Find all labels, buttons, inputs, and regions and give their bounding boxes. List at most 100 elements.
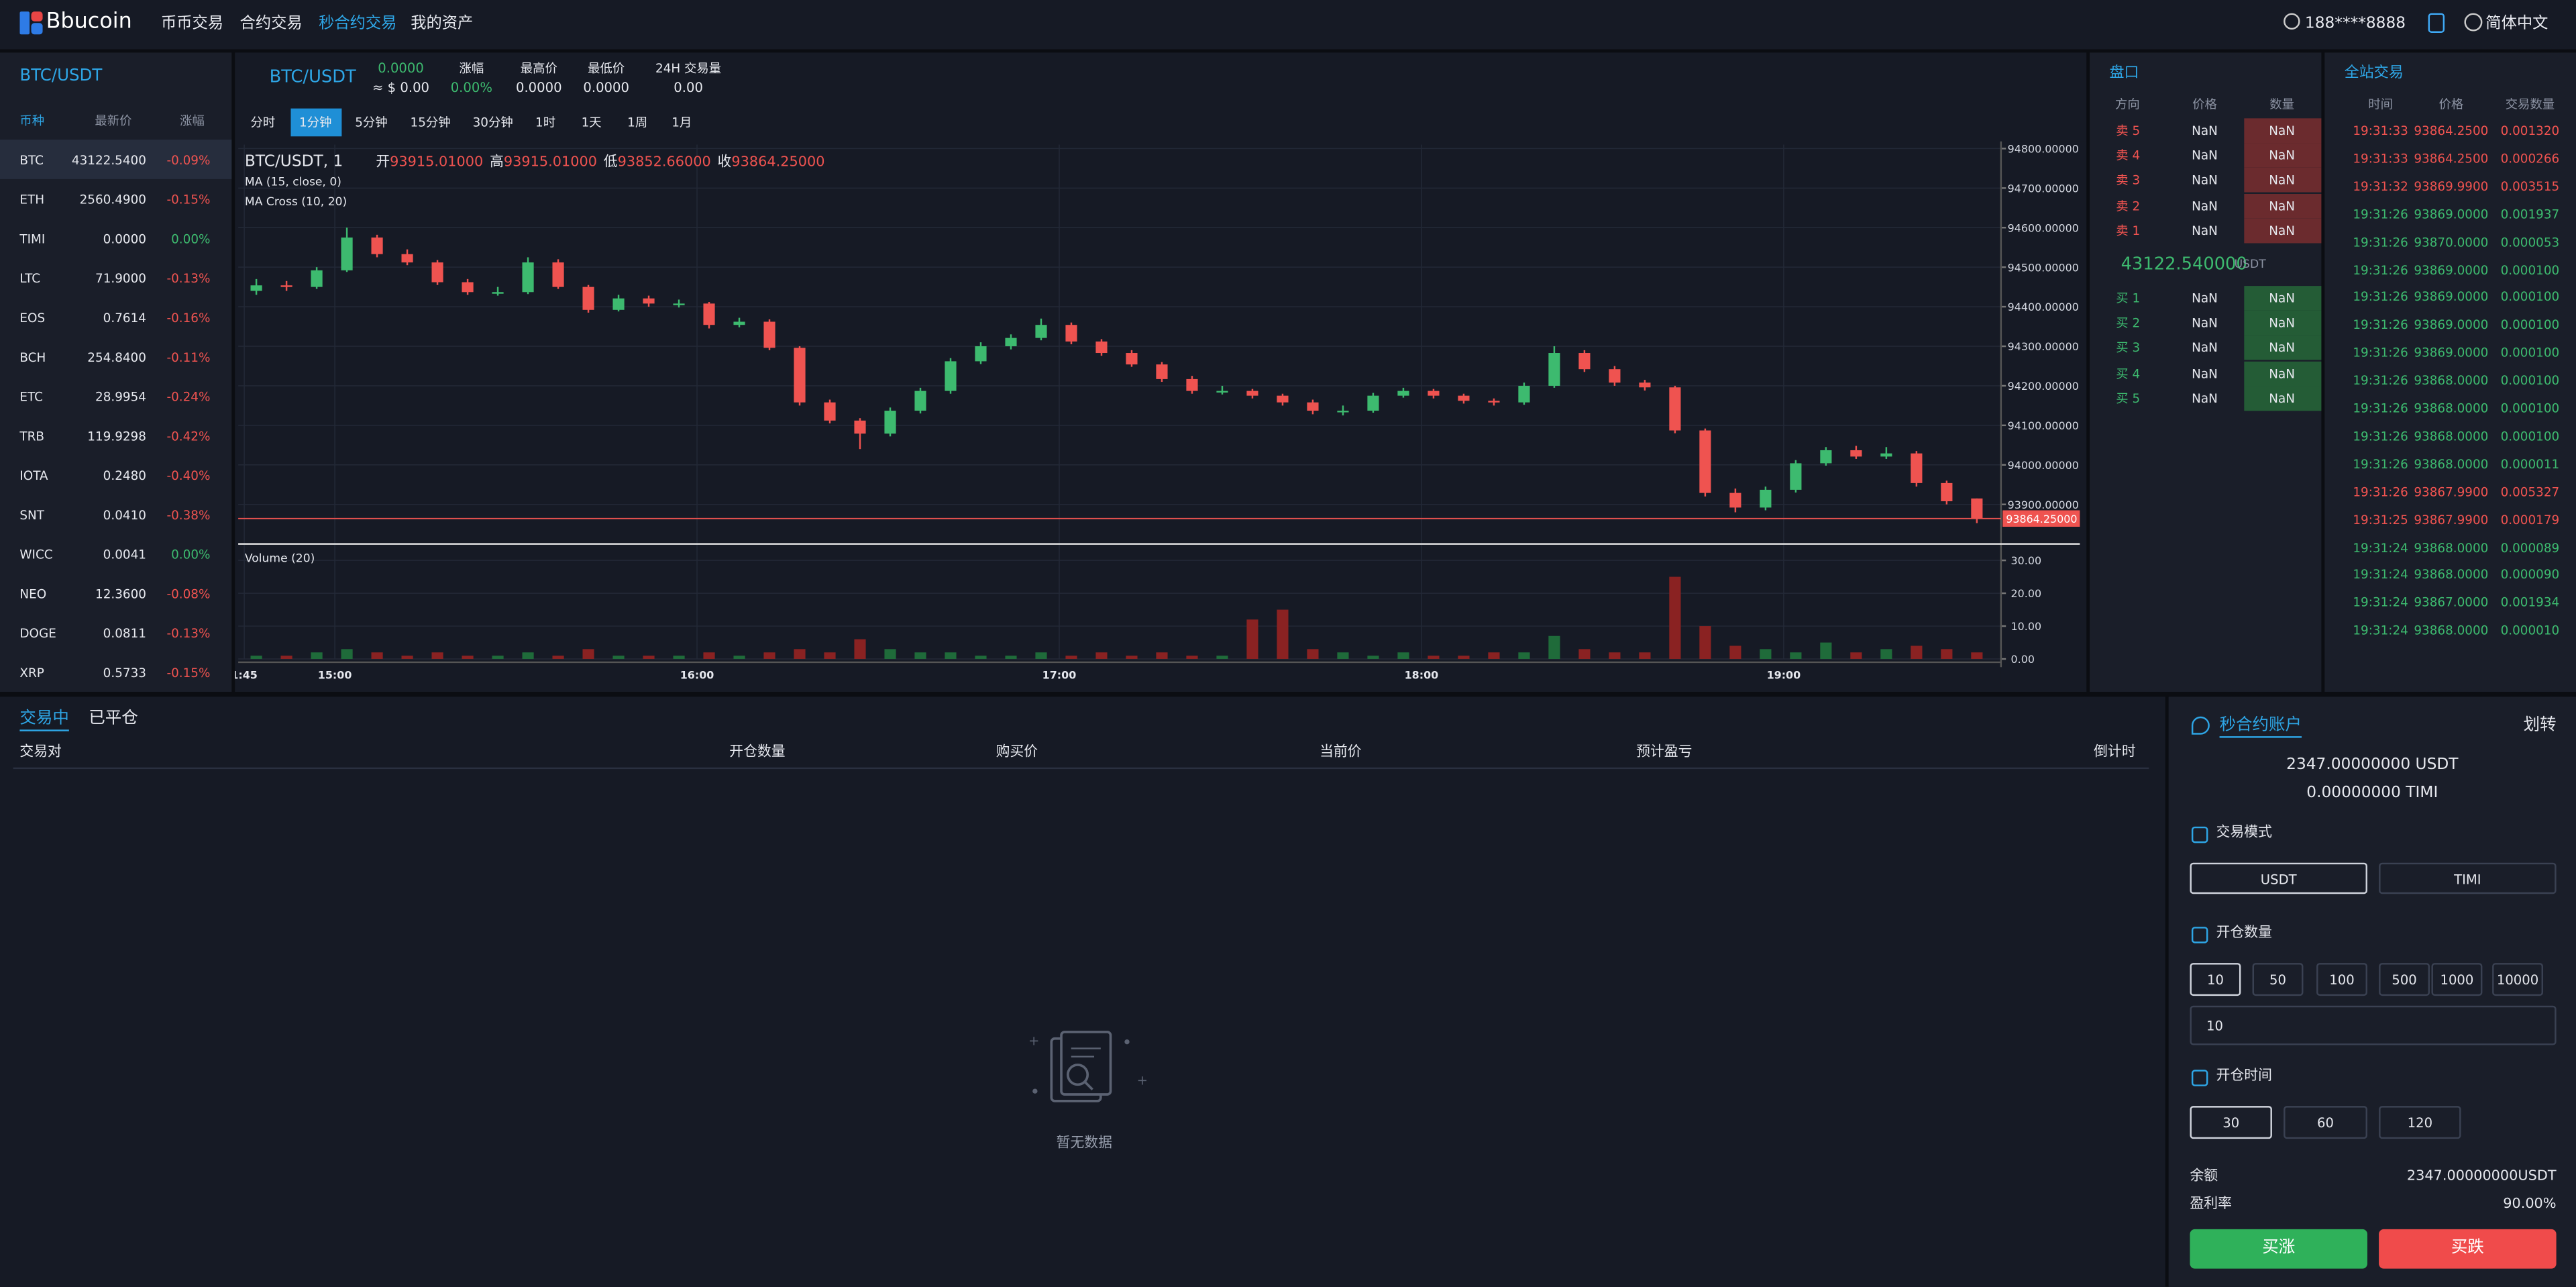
volume-bar bbox=[945, 652, 957, 660]
candle-body bbox=[1126, 353, 1138, 365]
orderbook-price: NaN bbox=[2192, 315, 2218, 331]
position-column: 当前价 bbox=[1320, 744, 1362, 761]
nav-item[interactable]: 币币交易 bbox=[161, 15, 224, 33]
market-coin[interactable]: ETC bbox=[19, 389, 43, 405]
interval-button[interactable]: 1天 bbox=[581, 115, 602, 130]
interval-button[interactable]: 1月 bbox=[672, 115, 692, 130]
depth-bar bbox=[2244, 218, 2322, 243]
account-icon bbox=[2191, 716, 2210, 735]
market-coin[interactable]: IOTA bbox=[19, 468, 48, 484]
option-button[interactable]: 10 bbox=[2190, 963, 2241, 996]
interval-button[interactable]: 5分钟 bbox=[355, 115, 388, 130]
candle-body bbox=[1005, 338, 1017, 347]
position-tab[interactable]: 已平仓 bbox=[89, 709, 138, 728]
user[interactable]: 188****8888 bbox=[2304, 15, 2406, 33]
nav-item[interactable]: 我的资产 bbox=[411, 15, 474, 33]
language[interactable]: 简体中文 bbox=[2485, 15, 2548, 33]
option-button[interactable]: USDT bbox=[2190, 862, 2367, 894]
trade-amount: 0.000089 bbox=[2500, 539, 2560, 555]
x-tick-label: 18:00 bbox=[1405, 668, 1439, 681]
market-coin[interactable]: SNT bbox=[19, 507, 45, 523]
market-coin[interactable]: DOGE bbox=[19, 626, 56, 641]
trade-price: 93869.0000 bbox=[2414, 317, 2489, 333]
option-button[interactable]: 120 bbox=[2379, 1106, 2461, 1139]
market-coin[interactable]: BCH bbox=[19, 350, 46, 365]
candle-body bbox=[884, 411, 896, 434]
interval-button[interactable]: 15分钟 bbox=[410, 115, 451, 130]
market-coin[interactable]: XRP bbox=[19, 665, 44, 680]
interval-button[interactable]: 30分钟 bbox=[472, 115, 513, 130]
trade-time: 19:31:26 bbox=[2353, 456, 2408, 472]
market-title: BTC/USDT bbox=[19, 67, 103, 86]
buy-up-button[interactable]: 买涨 bbox=[2190, 1229, 2367, 1269]
download-icon bbox=[2428, 13, 2445, 33]
nav-item[interactable]: 合约交易 bbox=[239, 15, 303, 33]
market-coin[interactable]: TIMI bbox=[19, 231, 46, 247]
market-coin[interactable]: EOS bbox=[19, 310, 46, 325]
orderbook-amount: NaN bbox=[2269, 173, 2295, 189]
volume-bar bbox=[1699, 626, 1711, 660]
trade-price: 93867.9900 bbox=[2414, 512, 2489, 527]
trade-amount: 0.000053 bbox=[2500, 234, 2560, 250]
market-coin[interactable]: LTC bbox=[19, 271, 41, 287]
interval-button[interactable]: 1周 bbox=[627, 115, 648, 130]
volume-bar bbox=[1488, 652, 1500, 660]
market-head: 涨幅 bbox=[180, 113, 205, 129]
depth-bar bbox=[2244, 118, 2322, 144]
interval-button[interactable]: 1时 bbox=[535, 115, 556, 130]
volume-bar bbox=[854, 639, 866, 660]
trade-amount: 0.000011 bbox=[2500, 456, 2560, 472]
interval-button[interactable]: 分时 bbox=[250, 115, 276, 130]
option-button[interactable]: 30 bbox=[2190, 1106, 2272, 1139]
option-button[interactable]: 500 bbox=[2379, 963, 2430, 996]
ticker-usd: ≈ $ 0.00 bbox=[372, 81, 430, 96]
option-button[interactable]: 50 bbox=[2252, 963, 2304, 996]
candle-body bbox=[612, 298, 625, 310]
transfer-link[interactable]: 划转 bbox=[2523, 716, 2557, 735]
volume-bar bbox=[914, 652, 926, 660]
amount-input[interactable]: 10 bbox=[2190, 1005, 2557, 1045]
depth-bar bbox=[2244, 193, 2322, 218]
trade-amount: 0.003515 bbox=[2500, 178, 2560, 194]
candle-body bbox=[854, 420, 866, 434]
volume-bar bbox=[975, 656, 987, 660]
market-price: 119.9298 bbox=[87, 429, 146, 444]
nav-item[interactable]: 秒合约交易 bbox=[319, 15, 397, 33]
trade-price: 93869.9900 bbox=[2414, 178, 2489, 194]
y-tick-label: 94800.00000 bbox=[2008, 143, 2079, 156]
positions-header-line bbox=[13, 767, 2149, 770]
orderbook-side: 卖 4 bbox=[2116, 148, 2141, 163]
option-button[interactable]: 60 bbox=[2284, 1106, 2367, 1139]
stat-label: 24H 交易量 bbox=[655, 60, 722, 76]
ticker-price: 0.0000 bbox=[378, 60, 424, 76]
market-coin[interactable]: ETH bbox=[19, 192, 45, 207]
candle-body bbox=[552, 262, 564, 287]
interval-button[interactable]: 1分钟 bbox=[290, 108, 341, 137]
candle-body bbox=[280, 285, 292, 287]
position-tab[interactable]: 交易中 bbox=[19, 710, 69, 731]
orderbook-head: 价格 bbox=[2192, 97, 2217, 112]
y-tick-label: 94500.00000 bbox=[2008, 261, 2079, 274]
trade-time: 19:31:24 bbox=[2353, 595, 2408, 611]
trade-time: 19:31:26 bbox=[2353, 484, 2408, 499]
candle-body bbox=[1337, 411, 1349, 413]
ohlc-value: 93915.01000 bbox=[390, 154, 484, 171]
trade-price: 93868.0000 bbox=[2414, 539, 2489, 555]
option-button[interactable]: TIMI bbox=[2379, 862, 2557, 894]
option-button[interactable]: 100 bbox=[2316, 963, 2367, 996]
market-coin[interactable]: BTC bbox=[19, 152, 44, 168]
option-button[interactable]: 10000 bbox=[2492, 963, 2544, 996]
trade-amount: 0.000100 bbox=[2500, 262, 2560, 277]
volume-bar bbox=[824, 652, 836, 660]
candle-body bbox=[431, 262, 443, 282]
account-title[interactable]: 秒合约账户 bbox=[2219, 717, 2302, 738]
market-coin[interactable]: WICC bbox=[19, 547, 53, 562]
market-coin[interactable]: TRB bbox=[19, 429, 45, 444]
trade-price: 93867.9900 bbox=[2414, 484, 2489, 499]
user-icon bbox=[2284, 13, 2300, 30]
orderbook-last-price: 43122.540000 bbox=[2121, 254, 2247, 274]
stat-value: 0.0000 bbox=[583, 81, 629, 96]
market-coin[interactable]: NEO bbox=[19, 586, 47, 602]
buy-down-button[interactable]: 买跌 bbox=[2379, 1229, 2557, 1269]
option-button[interactable]: 1000 bbox=[2431, 963, 2483, 996]
